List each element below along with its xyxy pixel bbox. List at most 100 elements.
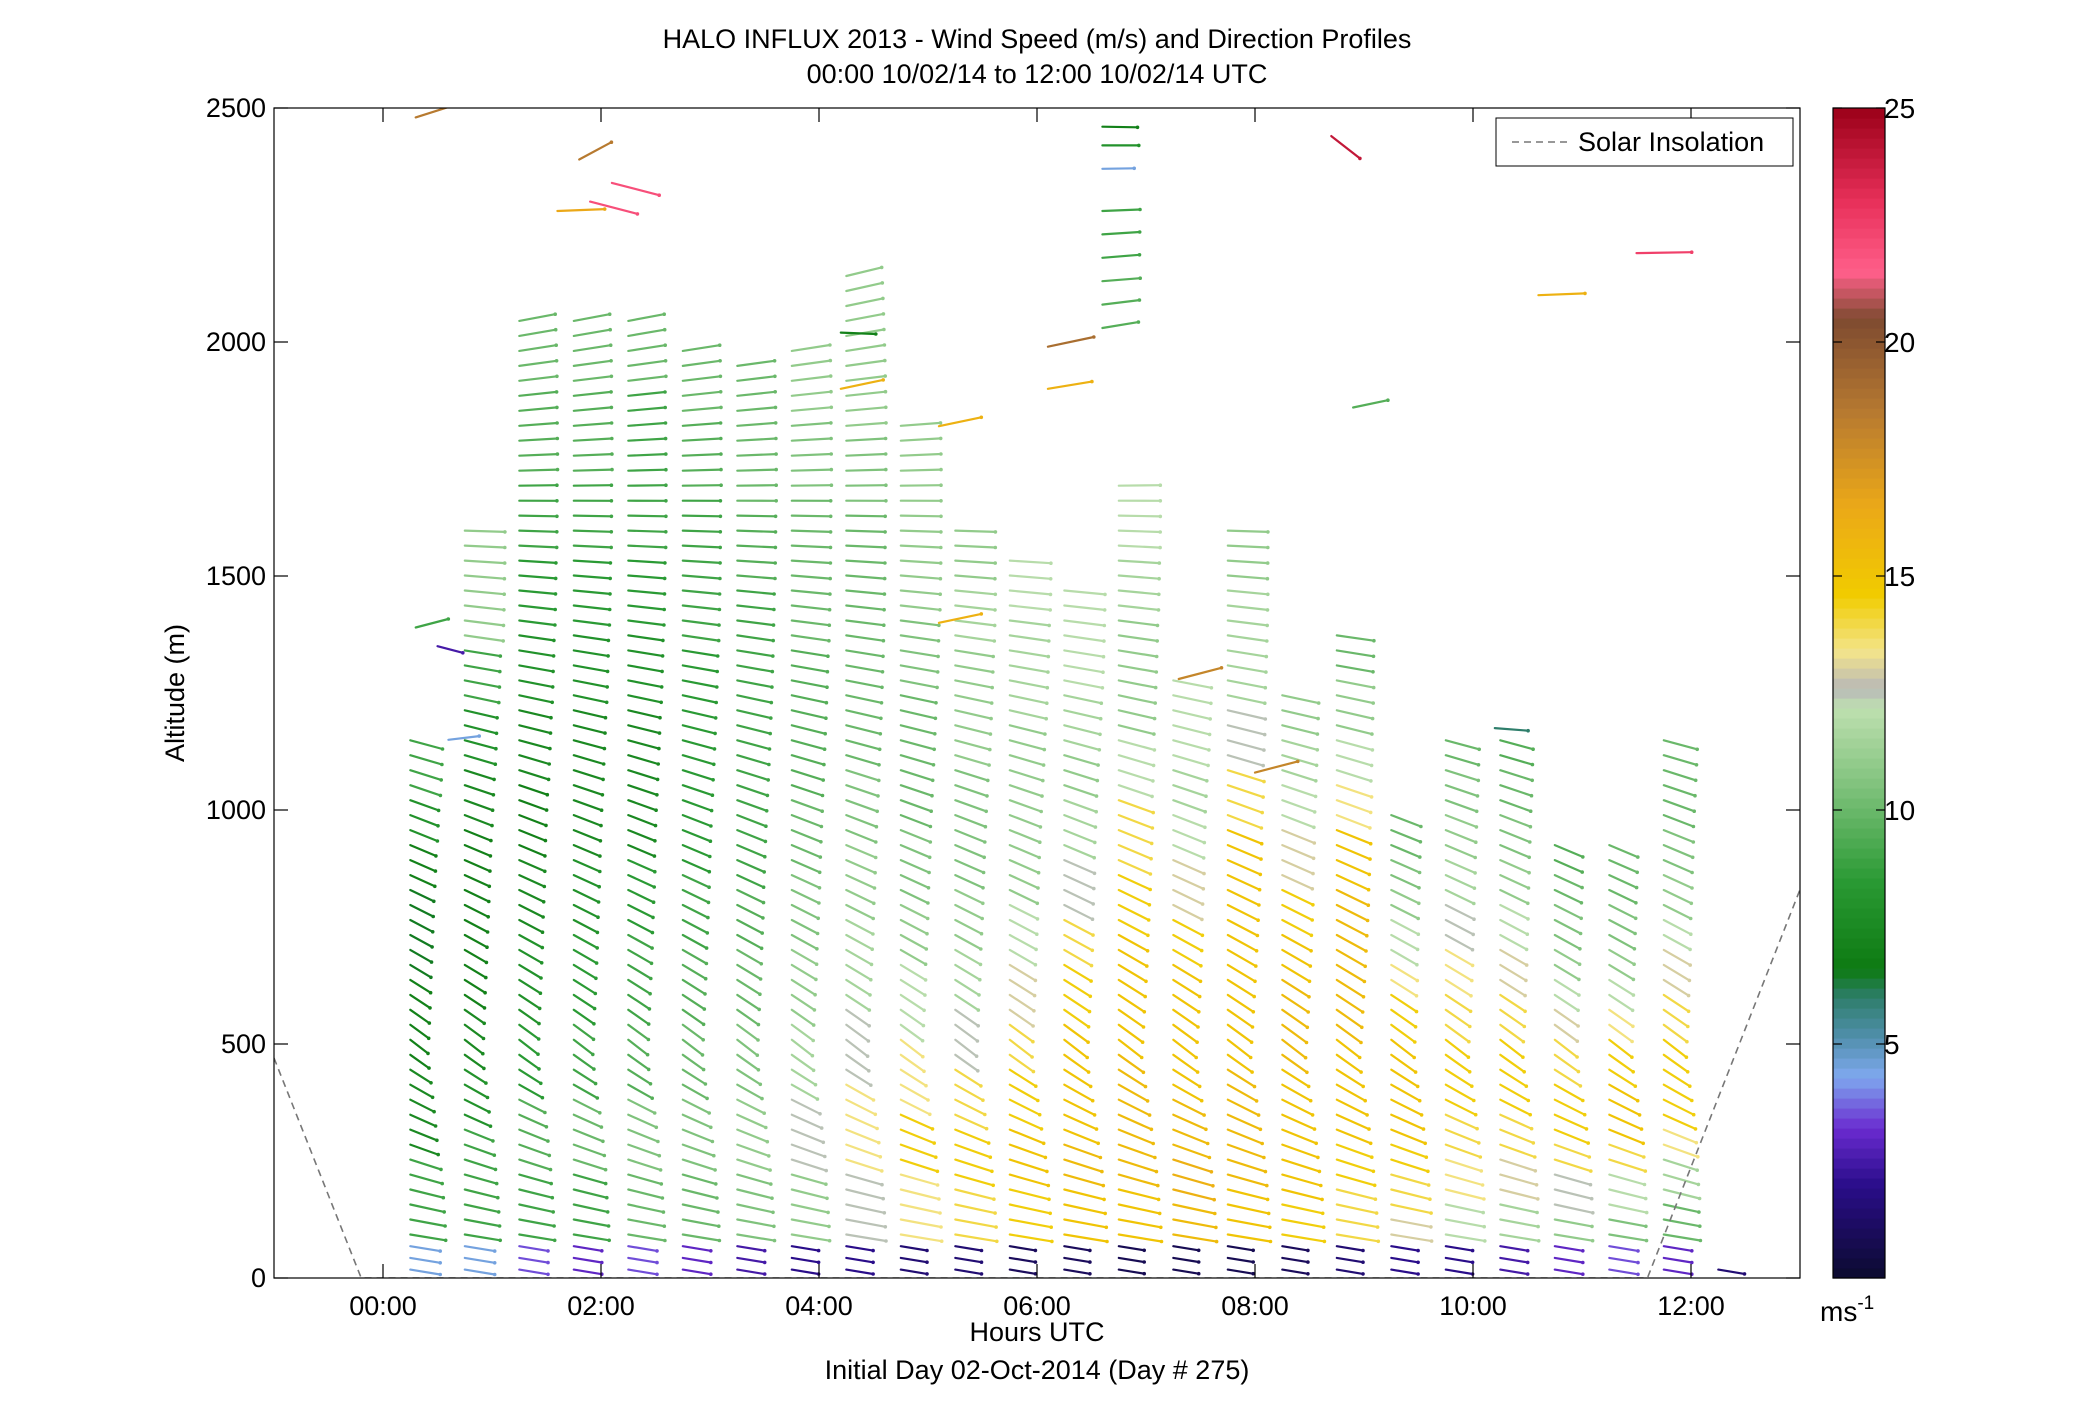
wind-barb bbox=[627, 1038, 649, 1056]
wind-barb-tip bbox=[1159, 1239, 1164, 1244]
wind-barb bbox=[1063, 903, 1094, 921]
wind-barb-tip bbox=[1423, 1141, 1427, 1146]
wind-barb bbox=[1608, 903, 1637, 920]
wind-barb bbox=[899, 948, 927, 966]
solar-insolation-line bbox=[274, 889, 1800, 1278]
wind-barb bbox=[790, 484, 833, 487]
wind-barb bbox=[409, 1113, 437, 1128]
wind-barb bbox=[1335, 933, 1368, 953]
wind-barb bbox=[845, 948, 873, 966]
wind-barb bbox=[1117, 843, 1153, 860]
wind-barb bbox=[954, 1113, 988, 1130]
wind-barb-tip bbox=[1633, 931, 1637, 936]
wind-barb bbox=[845, 514, 887, 518]
wind-barb-tip bbox=[1530, 762, 1535, 767]
wind-barb bbox=[1335, 799, 1372, 814]
wind-barb-tip bbox=[828, 514, 833, 519]
wind-barb bbox=[845, 604, 886, 611]
wind-barb-tip bbox=[1632, 947, 1637, 951]
wind-barb bbox=[409, 1038, 430, 1055]
wind-barb-tip bbox=[1306, 1272, 1310, 1276]
wind-barb bbox=[1608, 1188, 1647, 1200]
wind-barb bbox=[1335, 1158, 1375, 1173]
wind-barb bbox=[681, 709, 717, 720]
wind-barb bbox=[1444, 1023, 1471, 1043]
wind-barb-tip bbox=[1467, 1070, 1472, 1074]
wind-barb bbox=[1063, 1023, 1090, 1044]
wind-barb bbox=[578, 141, 613, 161]
wind-barb-tip bbox=[1478, 1155, 1483, 1159]
wind-barb bbox=[1335, 858, 1371, 876]
wind-barb-tip bbox=[595, 1096, 600, 1100]
wind-barb-tip bbox=[762, 1260, 767, 1265]
wind-barb bbox=[899, 903, 929, 920]
wind-barb-tip bbox=[872, 901, 876, 906]
colorbar-band bbox=[1833, 578, 1885, 589]
wind-barb-tip bbox=[883, 1225, 888, 1229]
wind-barb bbox=[1444, 1203, 1485, 1214]
wind-barb bbox=[1281, 1068, 1310, 1088]
wind-barb bbox=[1662, 978, 1690, 997]
wind-barb bbox=[954, 754, 991, 767]
wind-barb-tip bbox=[1152, 748, 1157, 752]
wind-barb-tip bbox=[1143, 994, 1147, 999]
wind-barb-tip bbox=[601, 762, 606, 766]
wind-barb-tip bbox=[935, 670, 940, 674]
wind-barb-tip bbox=[884, 499, 888, 503]
wind-barb-tip bbox=[1311, 903, 1315, 907]
wind-barb-tip bbox=[1630, 1055, 1634, 1059]
wind-barb bbox=[463, 1173, 498, 1185]
wind-barb bbox=[736, 1233, 776, 1242]
wind-barb-tip bbox=[502, 592, 507, 596]
wind-barb-tip bbox=[662, 576, 667, 581]
wind-barb bbox=[1444, 1233, 1486, 1243]
wind-barb bbox=[627, 1233, 667, 1242]
wind-barb-tip bbox=[1414, 1009, 1419, 1014]
wind-barb-tip bbox=[1158, 545, 1162, 550]
wind-barb bbox=[790, 903, 820, 920]
wind-barb-tip bbox=[1254, 964, 1258, 968]
wind-barb-tip bbox=[878, 732, 883, 736]
wind-barb-tip bbox=[541, 915, 545, 919]
wind-barb-tip bbox=[981, 901, 985, 906]
wind-barb bbox=[1226, 1053, 1254, 1074]
wind-barb-tip bbox=[650, 1096, 654, 1100]
wind-barb bbox=[1063, 1068, 1092, 1088]
wind-barb bbox=[463, 933, 489, 949]
wind-barb bbox=[1008, 739, 1046, 751]
wind-barb bbox=[1608, 1173, 1646, 1186]
wind-barb bbox=[1553, 903, 1583, 920]
wind-barb-tip bbox=[1049, 561, 1053, 565]
wind-barb bbox=[463, 1233, 502, 1242]
wind-barb bbox=[1063, 1083, 1094, 1102]
wind-barb-tip bbox=[554, 343, 558, 348]
wind-barb bbox=[572, 1233, 611, 1242]
wind-barb bbox=[1008, 858, 1040, 874]
wind-barb-tip bbox=[709, 1249, 713, 1253]
wind-barb-tip bbox=[828, 545, 833, 550]
wind-barb-tip bbox=[761, 900, 766, 905]
wind-barb-tip bbox=[828, 499, 833, 503]
wind-barb bbox=[518, 694, 554, 704]
wind-barb bbox=[572, 709, 607, 719]
wind-barb-tip bbox=[1151, 1141, 1155, 1146]
wind-barb bbox=[1553, 1128, 1590, 1145]
wind-barb-tip bbox=[979, 1084, 983, 1088]
y-tick-label: 1500 bbox=[206, 561, 266, 591]
wind-barb bbox=[518, 1233, 556, 1242]
wind-barb bbox=[1662, 1113, 1697, 1131]
wind-barb bbox=[518, 724, 552, 735]
wind-barb bbox=[1608, 978, 1635, 997]
wind-barb bbox=[1662, 1188, 1701, 1200]
wind-barb-tip bbox=[1579, 916, 1583, 921]
wind-barb-tip bbox=[1093, 840, 1097, 845]
wind-barb-tip bbox=[1584, 1127, 1589, 1131]
wind-barb bbox=[790, 724, 827, 735]
wind-barb-tip bbox=[1309, 949, 1313, 953]
wind-barb bbox=[681, 918, 709, 935]
wind-barb bbox=[518, 664, 555, 673]
wind-barb bbox=[899, 1098, 931, 1116]
wind-barb bbox=[610, 181, 661, 197]
wind-barb bbox=[736, 1023, 760, 1042]
